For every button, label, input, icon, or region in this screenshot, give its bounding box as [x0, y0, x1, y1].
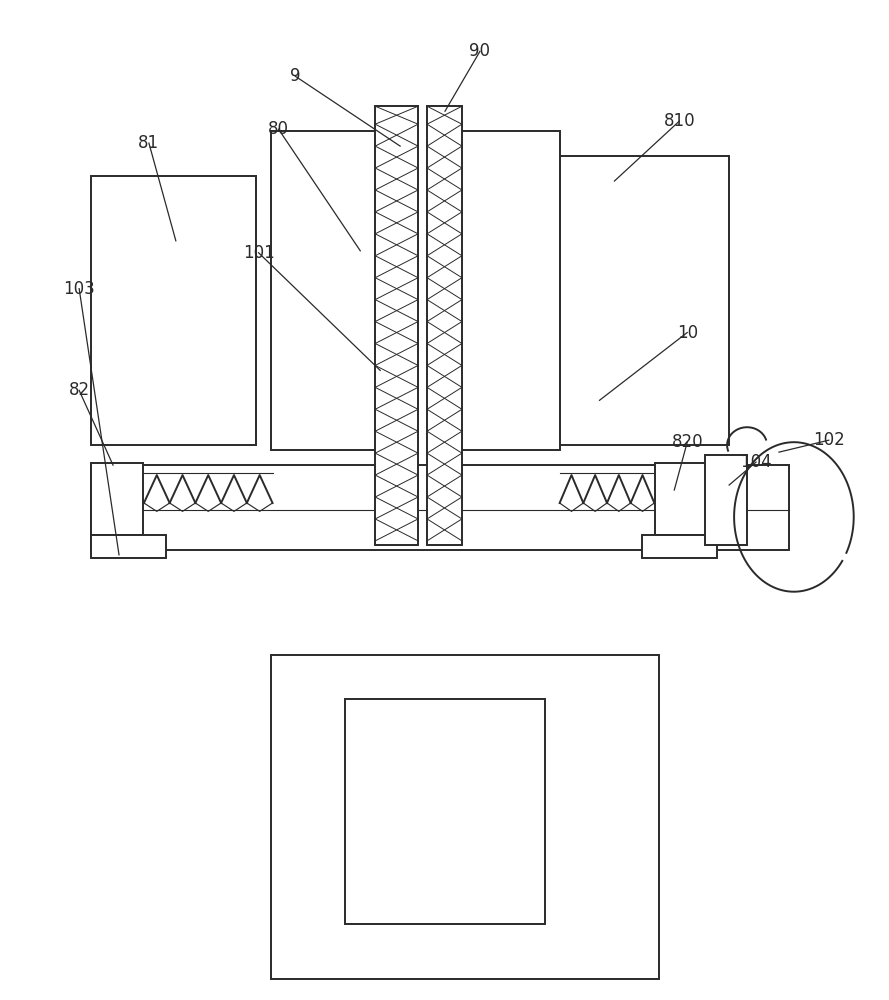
- Bar: [91, 176, 256, 445]
- Text: 810: 810: [663, 112, 695, 130]
- Bar: [555, 156, 729, 445]
- Text: 81: 81: [139, 134, 159, 152]
- Text: 80: 80: [268, 120, 289, 138]
- Bar: [270, 131, 380, 450]
- Bar: [91, 535, 166, 558]
- Bar: [460, 131, 560, 450]
- Text: 101: 101: [243, 244, 275, 262]
- Text: 102: 102: [813, 431, 845, 449]
- Text: 9: 9: [290, 67, 300, 85]
- Bar: [427, 106, 462, 545]
- Bar: [655, 463, 707, 535]
- Bar: [643, 535, 717, 558]
- Text: 82: 82: [68, 381, 90, 399]
- Bar: [705, 455, 747, 545]
- Bar: [375, 106, 418, 545]
- Text: 103: 103: [63, 280, 95, 298]
- Bar: [270, 655, 660, 979]
- Text: 90: 90: [469, 42, 491, 60]
- Text: 820: 820: [671, 433, 703, 451]
- Text: 10: 10: [677, 324, 698, 342]
- Bar: [91, 463, 143, 535]
- Text: 104: 104: [741, 453, 772, 471]
- Bar: [345, 699, 545, 924]
- Bar: [91, 465, 789, 550]
